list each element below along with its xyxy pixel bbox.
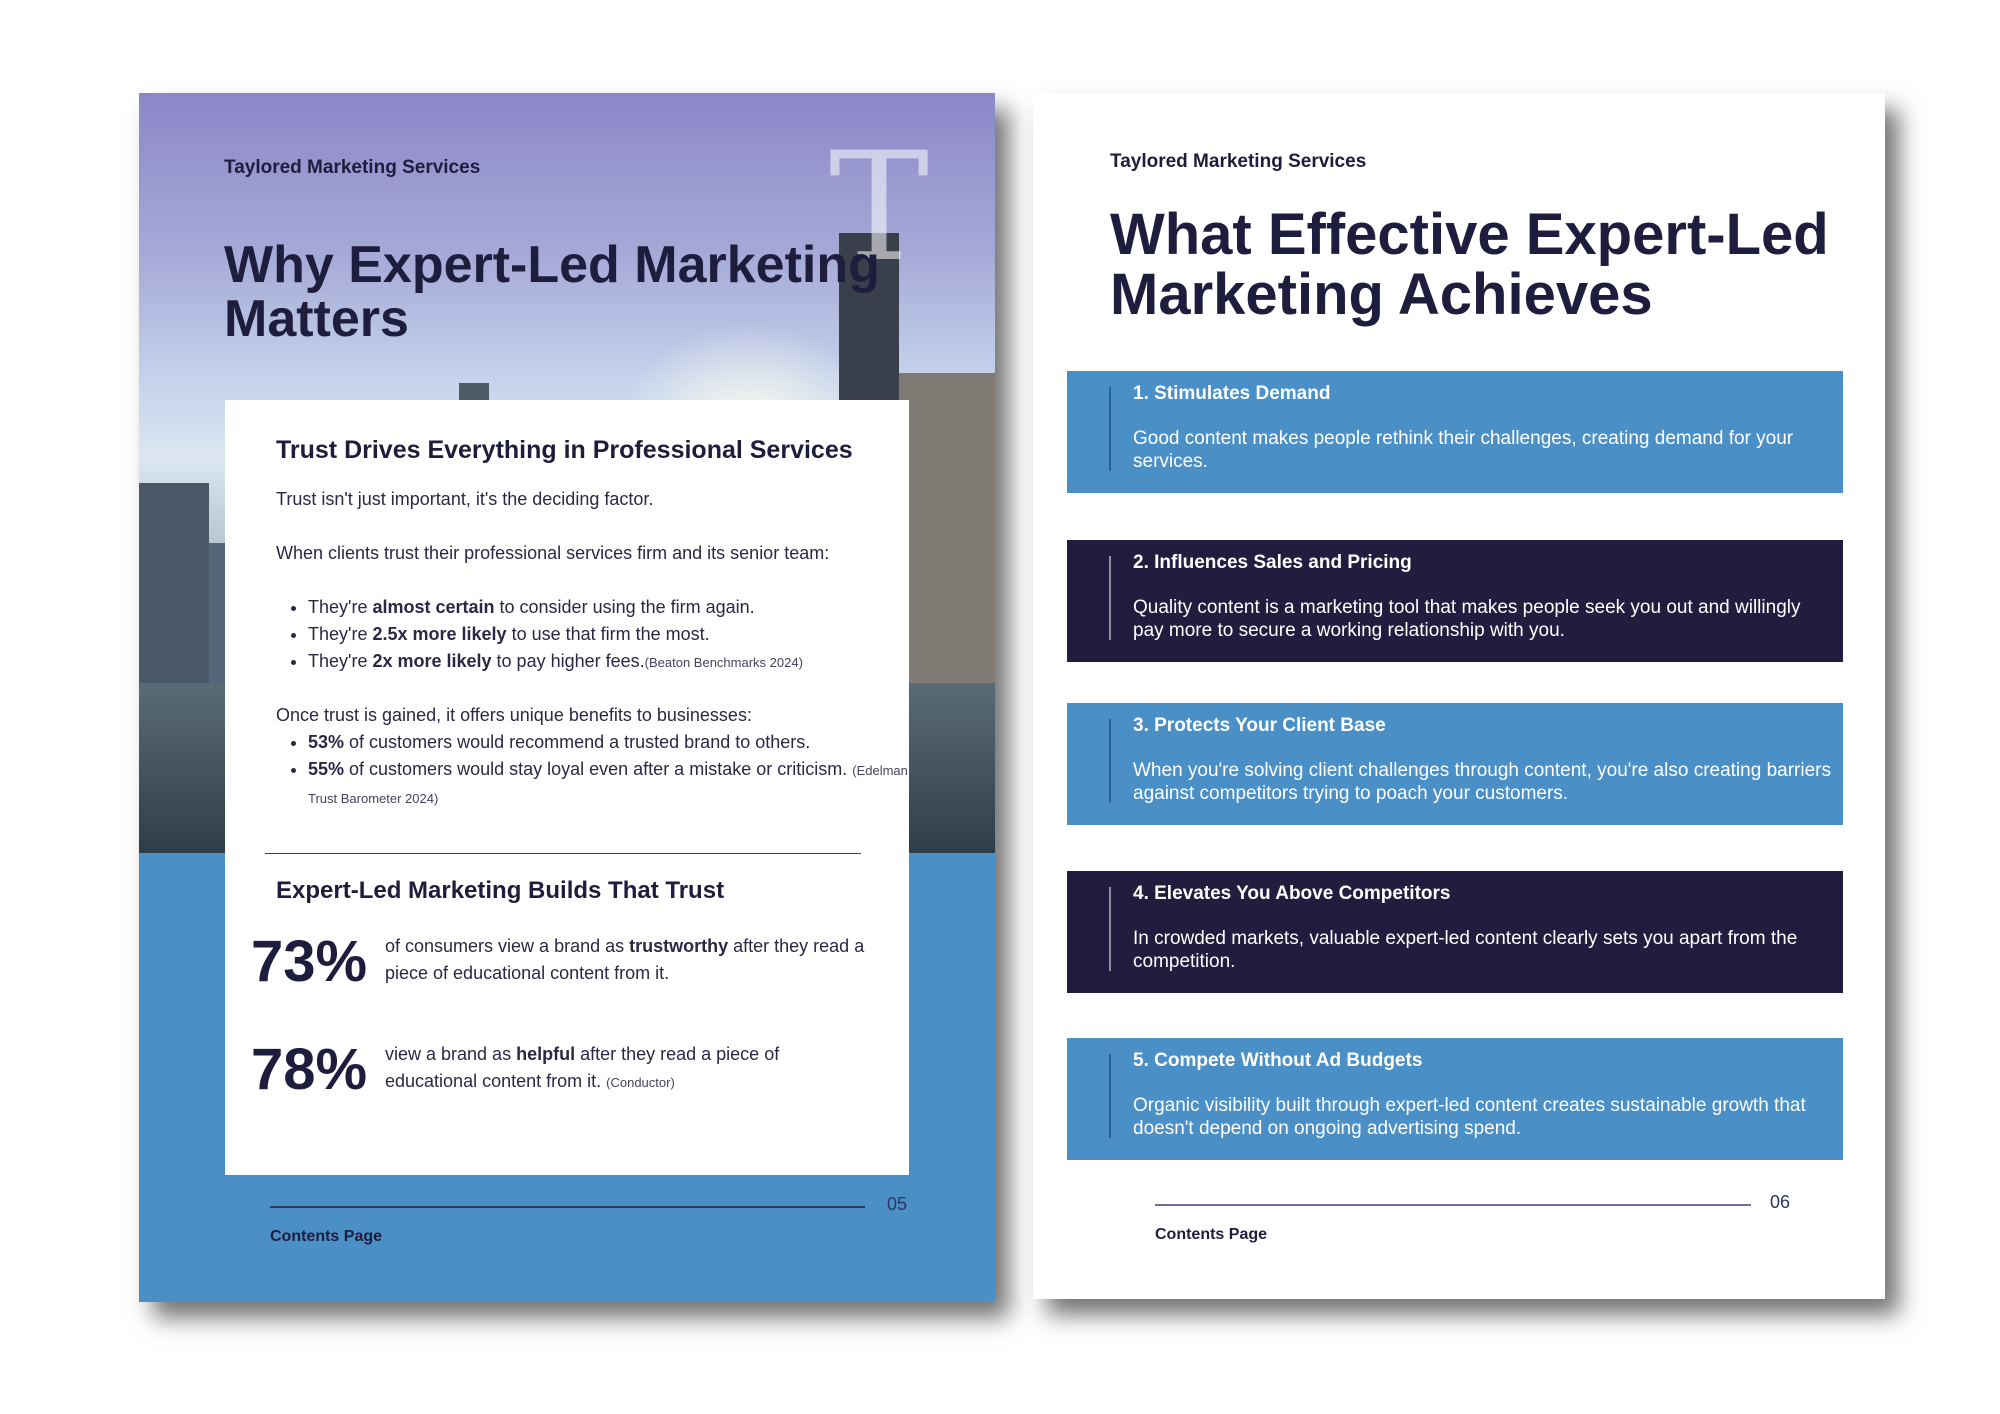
page-number: 06 <box>1770 1192 1791 1212</box>
trust-card: Trust Drives Everything in Professional … <box>225 400 909 1175</box>
card-heading-trust: Trust Drives Everything in Professional … <box>276 436 853 464</box>
list-item: 55% of customers would stay loyal even a… <box>308 756 908 812</box>
benefit-box: 1. Stimulates Demand Good content makes … <box>1067 371 1843 493</box>
benefit-title: 4. Elevates You Above Competitors <box>1133 883 1451 904</box>
brand-name: Taylored Marketing Services <box>224 157 481 178</box>
card-heading-expert: Expert-Led Marketing Builds That Trust <box>276 877 725 904</box>
trust-bullets: They're almost certain to consider using… <box>276 594 908 676</box>
list-item: They're almost certain to consider using… <box>308 594 908 621</box>
monogram-logo: T <box>829 121 930 295</box>
footer-contents-link[interactable]: Contents Page <box>270 1228 383 1245</box>
benefit-box: 4. Elevates You Above Competitors In cro… <box>1067 871 1843 993</box>
benefit-box: 3. Protects Your Client Base When you're… <box>1067 703 1843 825</box>
stat-text: of consumers view a brand as trustworthy… <box>385 936 865 983</box>
benefit-text: Organic visibility built through expert-… <box>1133 1095 1806 1139</box>
footer-contents-link[interactable]: Contents Page <box>1155 1226 1268 1243</box>
left-page: T Taylored Marketing Services Why Expert… <box>139 93 995 1302</box>
page-number: 05 <box>887 1194 908 1214</box>
divider <box>265 853 861 854</box>
list-item: 53% of customers would recommend a trust… <box>308 729 908 756</box>
benefit-title: 2. Influences Sales and Pricing <box>1133 552 1412 573</box>
citation: (Edelman Trust Barometer 2024) <box>308 763 908 806</box>
list-item: They're 2.5x more likely to use that fir… <box>308 621 908 648</box>
benefit-text: Good content makes people rethink their … <box>1133 428 1794 472</box>
citation: (Beaton Benchmarks 2024) <box>644 655 803 670</box>
benefit-bullets: 53% of customers would recommend a trust… <box>276 729 908 812</box>
brand-name: Taylored Marketing Services <box>1110 151 1367 172</box>
benefit-title: 3. Protects Your Client Base <box>1133 715 1386 736</box>
benefit-box: 2. Influences Sales and Pricing Quality … <box>1067 540 1843 662</box>
stat-number: 78% <box>251 1037 368 1102</box>
stat-number: 73% <box>251 929 368 994</box>
benefit-title: 5. Compete Without Ad Budgets <box>1133 1050 1423 1071</box>
benefit-text: In crowded markets, valuable expert-led … <box>1133 928 1798 972</box>
right-page: Taylored Marketing Services What Effecti… <box>1033 93 1885 1299</box>
benefit-text: When you're solving client challenges th… <box>1133 760 1831 804</box>
benefit-title: 1. Stimulates Demand <box>1133 383 1331 404</box>
benefit-text: Quality content is a marketing tool that… <box>1133 597 1801 641</box>
benefit-box: 5. Compete Without Ad Budgets Organic vi… <box>1067 1038 1843 1160</box>
stat-text: view a brand as helpful after they read … <box>385 1044 780 1091</box>
citation: (Conductor) <box>606 1075 675 1090</box>
intro-text: Trust isn't just important, it's the dec… <box>276 489 654 509</box>
page-title: Why Expert-Led Marketing Matters <box>224 236 880 348</box>
footer-rule <box>1155 1204 1751 1206</box>
page-title: What Effective Expert-Led Marketing Achi… <box>1110 202 1829 327</box>
list-item: They're 2x more likely to pay higher fee… <box>308 648 908 676</box>
footer-rule <box>270 1206 865 1208</box>
lead-text-1: When clients trust their professional se… <box>276 543 830 563</box>
lead-text-2: Once trust is gained, it offers unique b… <box>276 705 752 725</box>
